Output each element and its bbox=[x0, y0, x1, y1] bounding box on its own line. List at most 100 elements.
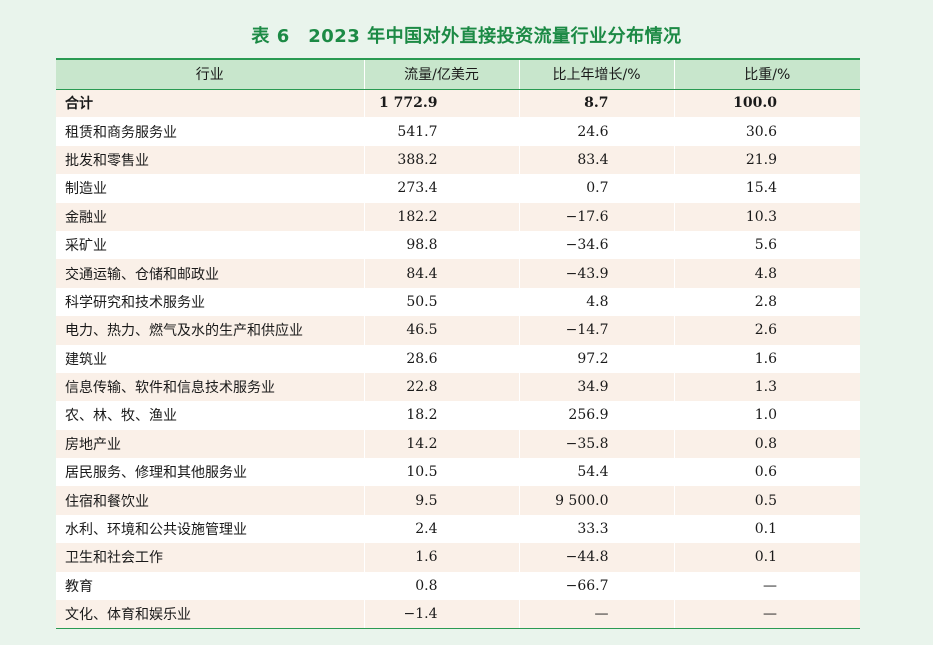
flow-cell: 18.2 bbox=[364, 401, 520, 430]
table-body: 合计 1 772.9 8.7 100.0 租赁和商务服务业 541.7 24.6 30.6 批发… bbox=[56, 89, 860, 629]
growth-cell: 4.8 bbox=[519, 287, 675, 317]
share-cell: 4.8 bbox=[754, 265, 777, 282]
share-cell: 1.0 bbox=[754, 407, 777, 424]
flow-cell: 182.2 bbox=[364, 202, 520, 231]
industry-cell: 居民服务、修理和其他服务业 bbox=[56, 458, 365, 487]
growth-cell: 33.3 bbox=[519, 514, 675, 544]
growth-cell: −14.7 bbox=[519, 316, 675, 345]
table-row: 电力、热力、燃气及水的生产和供应业 46.5 −14.7 2.6 bbox=[56, 316, 860, 345]
total-row: 合计 1 772.9 8.7 100.0 bbox=[56, 89, 860, 118]
flow-cell: 22.8 bbox=[364, 372, 520, 402]
share-cell: 0.6 bbox=[754, 464, 777, 481]
flow-cell: 10.5 bbox=[364, 458, 520, 487]
flow-cell: −1.4 bbox=[364, 600, 520, 629]
growth-cell: −17.6 bbox=[519, 202, 675, 231]
table-row: 制造业 273.4 0.7 15.4 bbox=[56, 174, 860, 203]
industry-cell: 电力、热力、燃气及水的生产和供应业 bbox=[56, 316, 365, 345]
industry-cell: 房地产业 bbox=[56, 429, 365, 459]
flow-cell: 9.5 bbox=[364, 486, 520, 515]
industry-cell: 卫生和社会工作 bbox=[56, 543, 365, 572]
share-cell: 1.6 bbox=[754, 350, 777, 367]
header-share: 比重/% bbox=[674, 58, 860, 90]
header-industry: 行业 bbox=[56, 58, 365, 90]
share-cell: — bbox=[763, 577, 777, 594]
table-row: 金融业 182.2 −17.6 10.3 bbox=[56, 202, 860, 231]
share-cell: 0.1 bbox=[754, 521, 777, 538]
growth-cell: −44.8 bbox=[519, 543, 675, 572]
header-flow: 流量/亿美元 bbox=[364, 58, 520, 90]
industry-investment-table: 行业 流量/亿美元 比上年增长/% 比重/% 合计 1 772.9 8.7 100.0… bbox=[56, 58, 860, 629]
growth-cell: 256.9 bbox=[519, 401, 675, 430]
share-cell: 10.3 bbox=[745, 208, 777, 225]
table-title: 表 6 2023 年中国对外直接投资流量行业分布情况 bbox=[251, 26, 682, 47]
header-row: 行业 流量/亿美元 比上年增长/% 比重/% bbox=[56, 58, 860, 90]
industry-cell: 科学研究和技术服务业 bbox=[56, 287, 365, 317]
flow-cell: 1 772.9 bbox=[364, 89, 520, 118]
industry-cell: 住宿和餐饮业 bbox=[56, 486, 365, 515]
industry-cell: 批发和零售业 bbox=[56, 145, 365, 175]
share-cell: 2.6 bbox=[754, 322, 777, 339]
table-row: 居民服务、修理和其他服务业 10.5 54.4 0.6 bbox=[56, 458, 860, 487]
table-row: 水利、环境和公共设施管理业 2.4 33.3 0.1 bbox=[56, 514, 860, 544]
industry-cell: 教育 bbox=[56, 571, 365, 601]
growth-cell: 34.9 bbox=[519, 372, 675, 402]
growth-cell: 24.6 bbox=[519, 117, 675, 146]
growth-cell: 0.7 bbox=[519, 174, 675, 203]
industry-cell: 交通运输、仓储和邮政业 bbox=[56, 259, 365, 288]
industry-cell: 合计 bbox=[56, 89, 365, 118]
share-cell: 0.8 bbox=[754, 435, 777, 452]
share-cell: 1.3 bbox=[754, 379, 777, 396]
growth-cell: 83.4 bbox=[519, 145, 675, 175]
growth-cell: −66.7 bbox=[519, 571, 675, 601]
growth-cell: −43.9 bbox=[519, 259, 675, 288]
share-cell: 0.1 bbox=[754, 549, 777, 566]
industry-cell: 制造业 bbox=[56, 174, 365, 203]
industry-cell: 信息传输、软件和信息技术服务业 bbox=[56, 372, 365, 402]
table-row: 批发和零售业 388.2 83.4 21.9 bbox=[56, 145, 860, 175]
flow-cell: 541.7 bbox=[364, 117, 520, 146]
industry-cell: 水利、环境和公共设施管理业 bbox=[56, 514, 365, 544]
growth-cell: −34.6 bbox=[519, 230, 675, 260]
table-row: 信息传输、软件和信息技术服务业 22.8 34.9 1.3 bbox=[56, 372, 860, 402]
table-row: 卫生和社会工作 1.6 −44.8 0.1 bbox=[56, 543, 860, 572]
share-cell: 0.5 bbox=[754, 492, 777, 509]
flow-cell: 0.8 bbox=[364, 571, 520, 601]
share-cell: 2.8 bbox=[754, 293, 777, 310]
growth-cell: 9 500.0 bbox=[519, 486, 675, 515]
growth-cell: — bbox=[519, 600, 675, 629]
table-row: 房地产业 14.2 −35.8 0.8 bbox=[56, 429, 860, 459]
flow-cell: 1.6 bbox=[364, 543, 520, 572]
flow-cell: 98.8 bbox=[364, 230, 520, 260]
share-cell: 100.0 bbox=[733, 95, 777, 112]
flow-cell: 388.2 bbox=[364, 145, 520, 175]
growth-cell: −35.8 bbox=[519, 429, 675, 459]
industry-cell: 农、林、牧、渔业 bbox=[56, 401, 365, 430]
growth-cell: 54.4 bbox=[519, 458, 675, 487]
table-row: 建筑业 28.6 97.2 1.6 bbox=[56, 344, 860, 373]
table-row: 科学研究和技术服务业 50.5 4.8 2.8 bbox=[56, 287, 860, 317]
industry-cell: 租赁和商务服务业 bbox=[56, 117, 365, 146]
table-row: 交通运输、仓储和邮政业 84.4 −43.9 4.8 bbox=[56, 259, 860, 288]
flow-cell: 28.6 bbox=[364, 344, 520, 373]
growth-cell: 97.2 bbox=[519, 344, 675, 373]
industry-cell: 采矿业 bbox=[56, 230, 365, 260]
industry-cell: 金融业 bbox=[56, 202, 365, 231]
flow-cell: 46.5 bbox=[364, 316, 520, 345]
share-cell: — bbox=[674, 600, 860, 629]
industry-cell: 建筑业 bbox=[56, 344, 365, 373]
share-cell: 30.6 bbox=[745, 123, 777, 140]
table-row: 住宿和餐饮业 9.5 9 500.0 0.5 bbox=[56, 486, 860, 515]
flow-cell: 84.4 bbox=[364, 259, 520, 288]
table-row: 文化、体育和娱乐业 −1.4— — bbox=[56, 600, 860, 629]
share-cell: 5.6 bbox=[754, 237, 777, 254]
flow-cell: 14.2 bbox=[364, 429, 520, 459]
share-cell: 21.9 bbox=[745, 151, 777, 168]
industry-cell: 文化、体育和娱乐业 bbox=[56, 600, 365, 629]
share-cell: 15.4 bbox=[745, 180, 777, 197]
table-row: 采矿业 98.8 −34.6 5.6 bbox=[56, 230, 860, 260]
table-row: 教育 0.8 −66.7 — bbox=[56, 571, 860, 601]
header-growth: 比上年增长/% bbox=[519, 58, 675, 90]
table-row: 农、林、牧、渔业 18.2 256.9 1.0 bbox=[56, 401, 860, 430]
flow-cell: 2.4 bbox=[364, 514, 520, 544]
